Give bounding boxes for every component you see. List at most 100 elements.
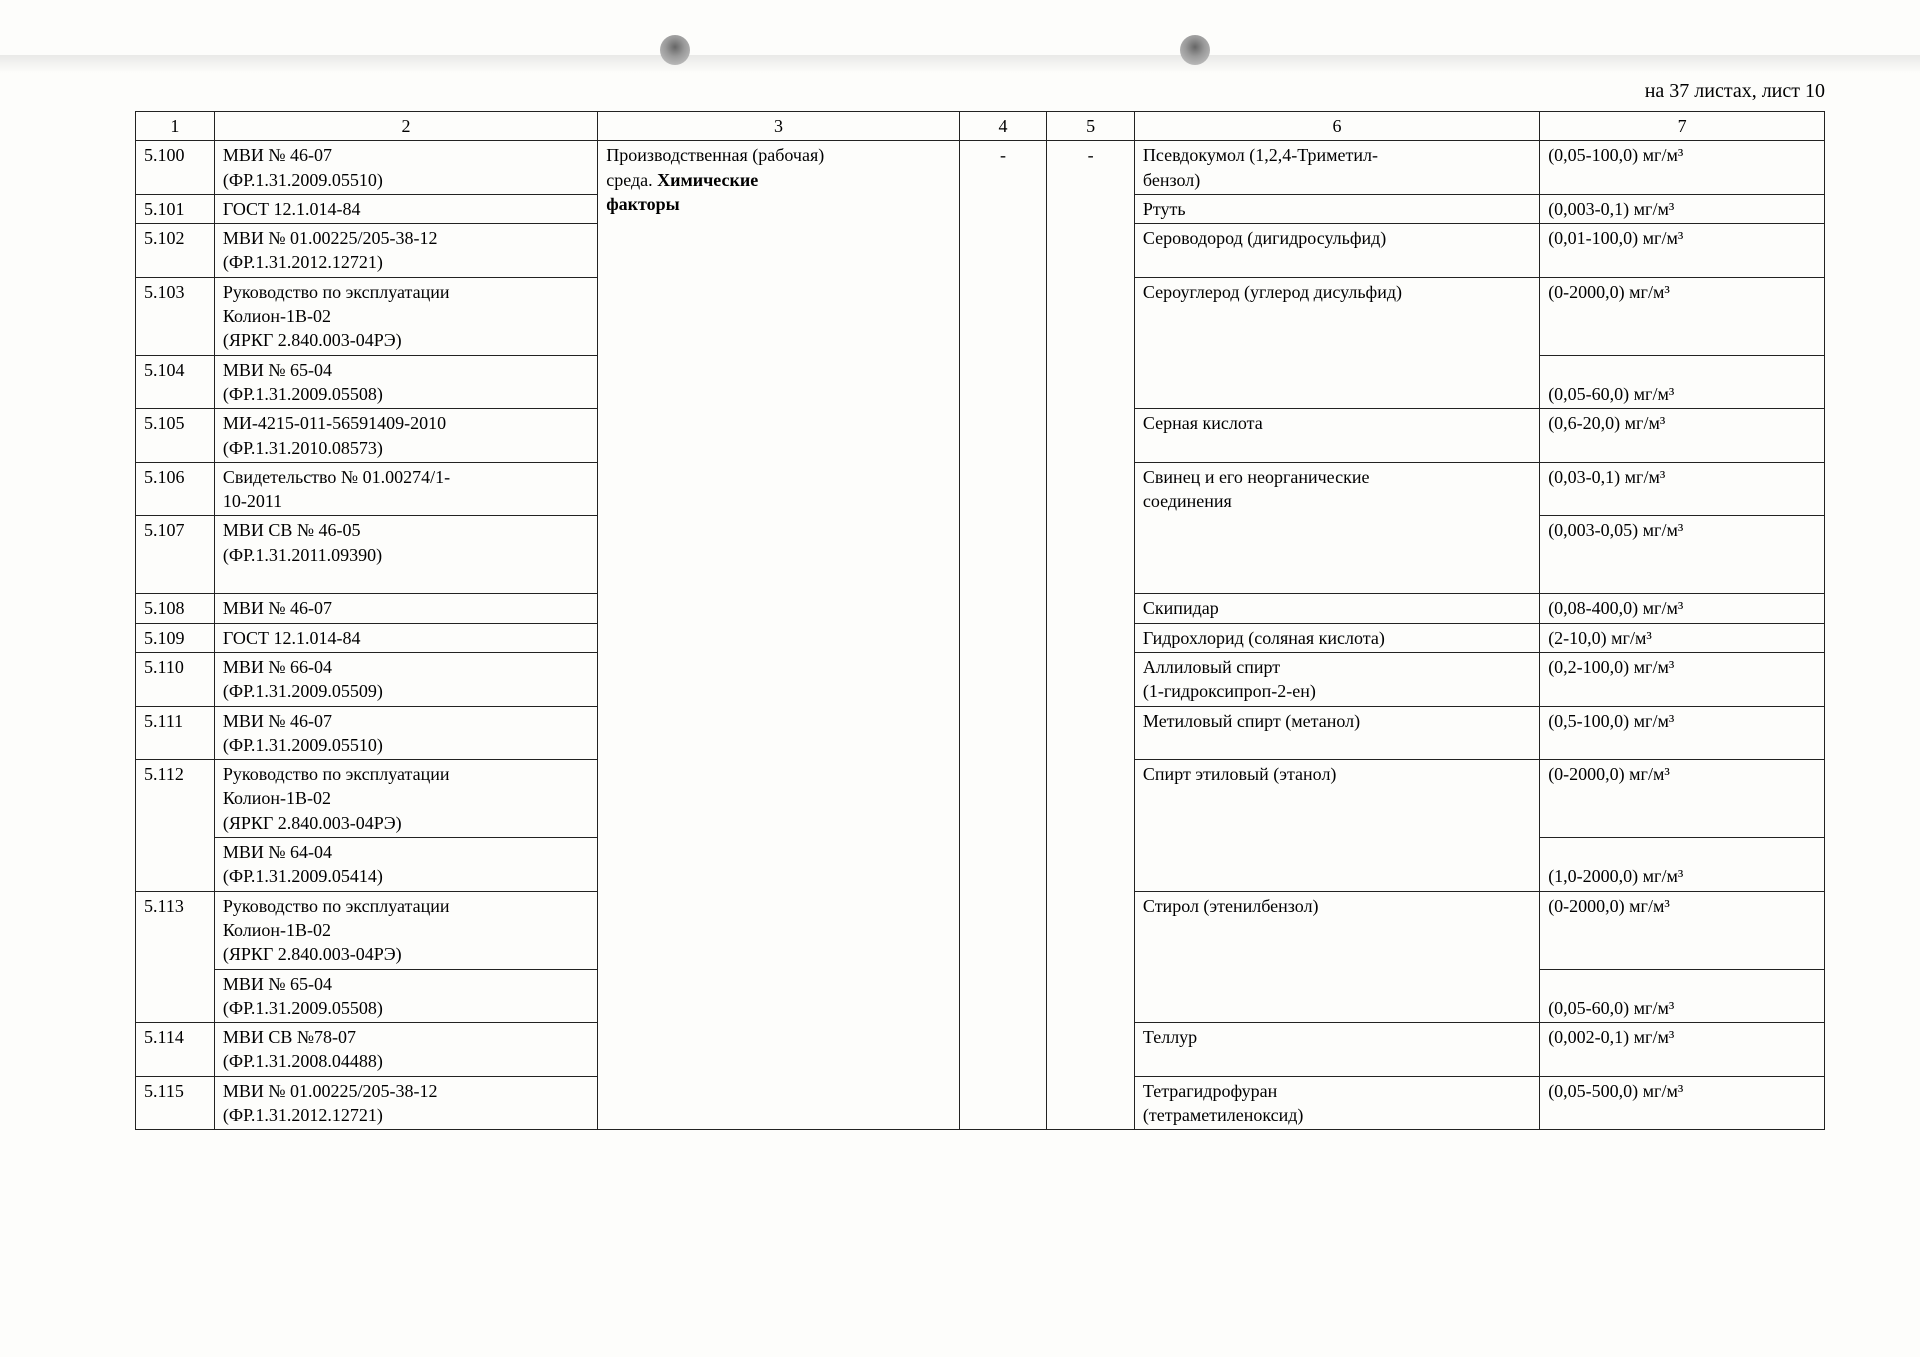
method-cell: МВИ № 01.00225/205-38-12 (ФР.1.31.2012.1… — [214, 224, 597, 278]
substance-cell: Скипидар — [1134, 594, 1539, 623]
text: Аллиловый спирт — [1143, 657, 1280, 677]
top-shadow — [0, 55, 1920, 73]
text: МВИ СВ № 46-05 — [223, 520, 361, 540]
range-cell: (0,003-0,05) мг/м³ — [1540, 516, 1825, 594]
text: МВИ № 65-04 — [223, 360, 332, 380]
substance-cell: Аллиловый спирт (1-гидроксипроп-2-ен) — [1134, 652, 1539, 706]
method-cell: Руководство по эксплуатации Колион-1В-02… — [214, 760, 597, 838]
text: (1,0-2000,0) мг/м³ — [1548, 866, 1683, 886]
text: Свинец и его неорганические — [1143, 467, 1370, 487]
document-page: на 37 листах, лист 10 1 2 3 4 5 6 7 5.10… — [0, 0, 1920, 1357]
substance-cell: Метиловый спирт (метанол) — [1134, 706, 1539, 760]
range-cell: (0-2000,0) мг/м³ — [1540, 891, 1825, 969]
range-cell: (0,05-100,0) мг/м³ — [1540, 141, 1825, 195]
col-header: 7 — [1540, 112, 1825, 141]
substance-cell: Свинец и его неорганические соединения — [1134, 462, 1539, 593]
range-cell: (0-2000,0) мг/м³ — [1540, 760, 1825, 838]
text: (0,05-60,0) мг/м³ — [1548, 998, 1674, 1018]
row-id: 5.105 — [136, 409, 215, 463]
table-header-row: 1 2 3 4 5 6 7 — [136, 112, 1825, 141]
method-cell: МВИ № 65-04 (ФР.1.31.2009.05508) — [214, 969, 597, 1023]
col4-cell: - — [959, 141, 1047, 1130]
range-cell: (0,5-100,0) мг/м³ — [1540, 706, 1825, 760]
row-id: 5.100 — [136, 141, 215, 195]
col-header: 3 — [598, 112, 959, 141]
text: (1-гидроксипроп-2-ен) — [1143, 681, 1316, 701]
table-container: 1 2 3 4 5 6 7 5.100 МВИ № 46-07 (ФР.1.31… — [0, 111, 1920, 1130]
method-cell: Руководство по эксплуатации Колион-1В-02… — [214, 277, 597, 355]
range-cell: (0-2000,0) мг/м³ — [1540, 277, 1825, 355]
col-header: 6 — [1134, 112, 1539, 141]
text: (ФР.1.31.2012.12721) — [223, 252, 383, 272]
method-cell: МИ-4215-011-56591409-2010 (ФР.1.31.2010.… — [214, 409, 597, 463]
range-cell: (1,0-2000,0) мг/м³ — [1540, 838, 1825, 892]
col-header: 4 — [959, 112, 1047, 141]
text: среда. — [606, 170, 657, 190]
text: МВИ № 64-04 — [223, 842, 332, 862]
text: Руководство по эксплуатации — [223, 282, 450, 302]
text: бензол) — [1143, 170, 1200, 190]
method-cell: Свидетельство № 01.00274/1- 10-2011 — [214, 462, 597, 516]
method-cell: МВИ № 66-04 (ФР.1.31.2009.05509) — [214, 652, 597, 706]
text: МВИ № 46-07 — [223, 711, 332, 731]
text-bold: факторы — [606, 194, 680, 214]
method-cell: МВИ № 46-07 (ФР.1.31.2009.05510) — [214, 141, 597, 195]
substance-cell: Теллур — [1134, 1023, 1539, 1077]
text: (ФР.1.31.2009.05414) — [223, 866, 383, 886]
method-cell: МВИ № 46-07 — [214, 594, 597, 623]
range-cell: (0,05-500,0) мг/м³ — [1540, 1076, 1825, 1130]
text: Производственная (рабочая) — [606, 145, 824, 165]
text: (ФР.1.31.2009.05510) — [223, 170, 383, 190]
text: МВИ № 01.00225/205-38-12 — [223, 228, 438, 248]
substance-cell: Спирт этиловый (этанол) — [1134, 760, 1539, 891]
measurements-table: 1 2 3 4 5 6 7 5.100 МВИ № 46-07 (ФР.1.31… — [135, 111, 1825, 1130]
method-cell: МВИ СВ № 46-05 (ФР.1.31.2011.09390) — [214, 516, 597, 594]
substance-cell: Гидрохлорид (соляная кислота) — [1134, 623, 1539, 652]
page-number-label: на 37 листах, лист 10 — [0, 80, 1920, 103]
range-cell: (0,08-400,0) мг/м³ — [1540, 594, 1825, 623]
environment-cell: Производственная (рабочая) среда. Химиче… — [598, 141, 959, 1130]
row-id: 5.103 — [136, 277, 215, 355]
row-id: 5.104 — [136, 355, 215, 409]
method-cell: ГОСТ 12.1.014-84 — [214, 194, 597, 223]
col5-cell: - — [1047, 141, 1135, 1130]
row-id: 5.108 — [136, 594, 215, 623]
method-cell: ГОСТ 12.1.014-84 — [214, 623, 597, 652]
range-cell: (0,05-60,0) мг/м³ — [1540, 969, 1825, 1023]
text: Колион-1В-02 — [223, 920, 331, 940]
row-id: 5.109 — [136, 623, 215, 652]
text: (ЯРКГ 2.840.003-04РЭ) — [223, 944, 402, 964]
method-cell: МВИ № 01.00225/205-38-12 (ФР.1.31.2012.1… — [214, 1076, 597, 1130]
range-cell: (2-10,0) мг/м³ — [1540, 623, 1825, 652]
text: (ФР.1.31.2010.08573) — [223, 438, 383, 458]
text: МВИ № 65-04 — [223, 974, 332, 994]
method-cell: Руководство по эксплуатации Колион-1В-02… — [214, 891, 597, 969]
substance-cell: Тетрагидрофуран (тетраметиленоксид) — [1134, 1076, 1539, 1130]
text: МВИ № 66-04 — [223, 657, 332, 677]
col-header: 2 — [214, 112, 597, 141]
text: (ЯРКГ 2.840.003-04РЭ) — [223, 813, 402, 833]
row-id: 5.112 — [136, 760, 215, 891]
substance-cell: Стирол (этенилбензол) — [1134, 891, 1539, 1022]
substance-cell: Сероуглерод (углерод дисульфид) — [1134, 277, 1539, 408]
substance-cell: Сероводород (дигидросульфид) — [1134, 224, 1539, 278]
text: соединения — [1143, 491, 1232, 511]
method-cell: МВИ № 46-07 (ФР.1.31.2009.05510) — [214, 706, 597, 760]
substance-cell: Псевдокумол (1,2,4-Триметил- бензол) — [1134, 141, 1539, 195]
text: Руководство по эксплуатации — [223, 764, 450, 784]
text: (ФР.1.31.2009.05509) — [223, 681, 383, 701]
text: (тетраметиленоксид) — [1143, 1105, 1303, 1125]
text: Колион-1В-02 — [223, 788, 331, 808]
text-bold: Химические — [657, 170, 758, 190]
substance-cell: Серная кислота — [1134, 409, 1539, 463]
row-id: 5.110 — [136, 652, 215, 706]
text: (ФР.1.31.2009.05508) — [223, 998, 383, 1018]
row-id: 5.115 — [136, 1076, 215, 1130]
text: (0,05-60,0) мг/м³ — [1548, 384, 1674, 404]
range-cell: (0,6-20,0) мг/м³ — [1540, 409, 1825, 463]
text: 10-2011 — [223, 491, 282, 511]
row-id: 5.114 — [136, 1023, 215, 1077]
col-header: 5 — [1047, 112, 1135, 141]
text: (ФР.1.31.2009.05508) — [223, 384, 383, 404]
method-cell: МВИ № 64-04 (ФР.1.31.2009.05414) — [214, 838, 597, 892]
